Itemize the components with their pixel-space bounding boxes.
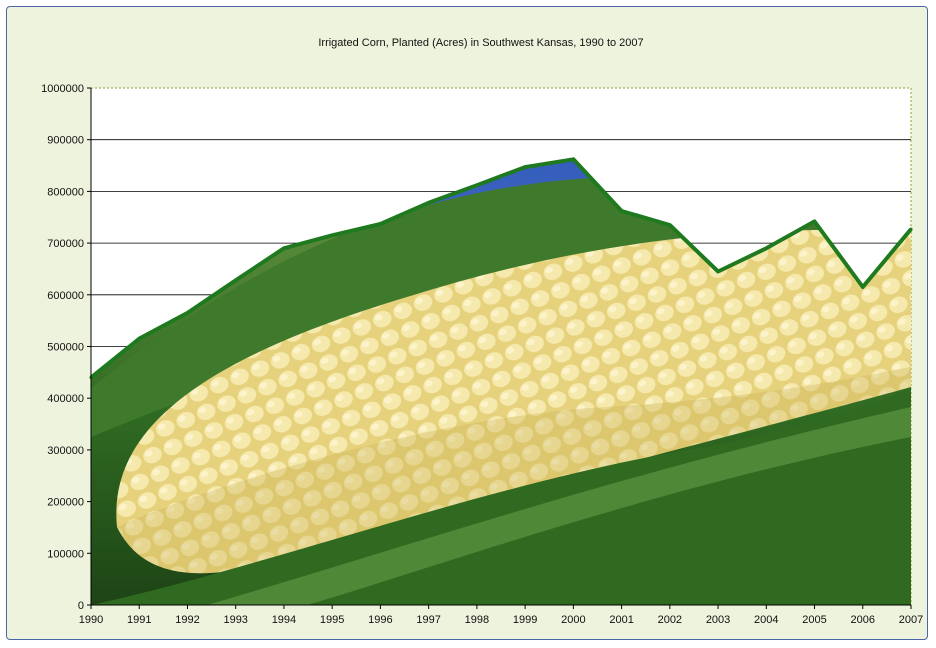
data-point: [234, 278, 238, 282]
y-tick-label: 0: [78, 600, 84, 612]
y-tick-label: 900000: [47, 135, 84, 147]
x-tick-label: 2002: [658, 614, 682, 626]
x-tick-label: 1998: [465, 614, 489, 626]
y-tick-label: 700000: [47, 238, 84, 250]
x-axis: 1990 1991 1992 1993 1994 1995 1996 1997 1998 1999…: [79, 604, 923, 626]
x-tick-label: 1990: [79, 614, 103, 626]
y-tick-label: 200000: [47, 497, 84, 509]
x-tick-label: 1991: [127, 614, 151, 626]
x-tick-label: 1992: [175, 614, 199, 626]
data-point: [620, 209, 624, 213]
x-tick-label: 2000: [561, 614, 585, 626]
y-tick-label: 1000000: [41, 83, 84, 95]
y-tick-label: 500000: [47, 342, 84, 354]
y-tick-label: 800000: [47, 186, 84, 198]
data-point: [378, 222, 382, 226]
chart-frame: Irrigated Corn, Planted (Acres) in South…: [6, 6, 928, 640]
data-points: [89, 157, 913, 380]
data-point: [909, 227, 913, 231]
data-point: [137, 337, 141, 341]
data-point: [185, 311, 189, 315]
x-tick-label: 2001: [609, 614, 633, 626]
x-tick-label: 2007: [899, 614, 923, 626]
data-point: [475, 183, 479, 187]
x-tick-label: 1996: [368, 614, 392, 626]
chart-svg: Irrigated Corn, Planted (Acres) in South…: [41, 37, 923, 626]
data-point: [861, 285, 865, 289]
y-tick-label: 600000: [47, 290, 84, 302]
chart-title: Irrigated Corn, Planted (Acres) in South…: [318, 37, 643, 49]
y-tick-label: 400000: [47, 393, 84, 405]
data-point: [668, 223, 672, 227]
data-point: [282, 246, 286, 250]
data-point: [523, 165, 527, 169]
data-point: [764, 246, 768, 250]
series-line: [89, 157, 913, 380]
x-tick-label: 1997: [416, 614, 440, 626]
x-tick-label: 1995: [320, 614, 344, 626]
data-point: [813, 219, 817, 223]
x-tick-label: 1993: [223, 614, 247, 626]
y-axis: 0 100000 200000 300000 400000 500000 600000 700…: [41, 83, 92, 612]
x-tick-label: 1994: [272, 614, 296, 626]
x-tick-label: 2004: [754, 614, 778, 626]
y-tick-label: 100000: [47, 548, 84, 560]
data-point: [427, 201, 431, 205]
data-point: [330, 233, 334, 237]
x-tick-label: 2005: [802, 614, 826, 626]
x-tick-label: 1999: [513, 614, 537, 626]
x-tick-label: 2006: [851, 614, 875, 626]
x-tick-label: 2003: [706, 614, 730, 626]
data-point: [571, 157, 575, 161]
data-point: [716, 270, 720, 274]
y-tick-label: 300000: [47, 445, 84, 457]
